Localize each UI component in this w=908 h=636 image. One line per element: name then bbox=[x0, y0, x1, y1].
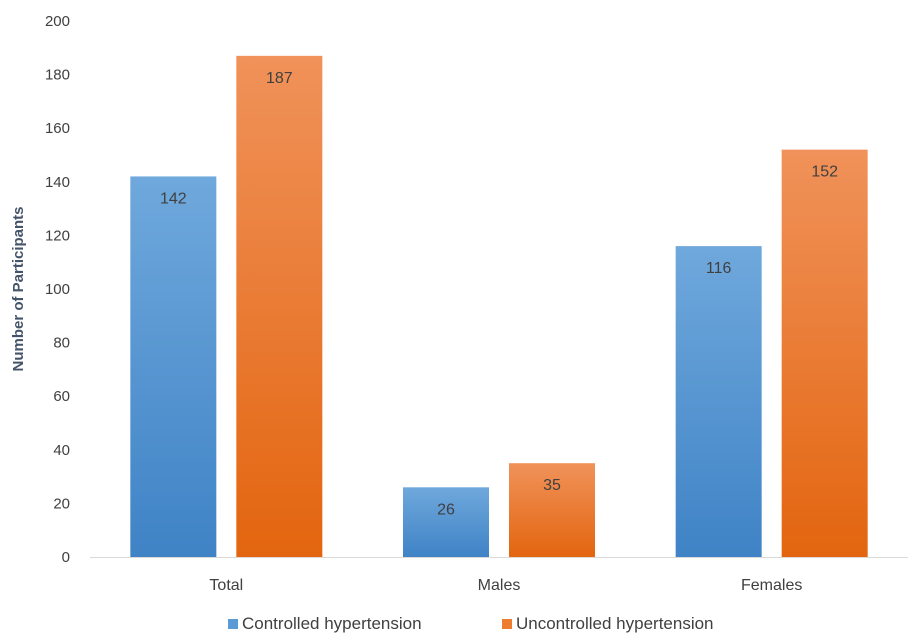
data-label-males-series-0: 26 bbox=[437, 501, 455, 518]
bar-females-series-1 bbox=[781, 149, 868, 557]
bar-males-series-0 bbox=[403, 487, 489, 557]
y-tick-label: 180 bbox=[45, 67, 70, 84]
y-tick-label: 100 bbox=[45, 281, 70, 298]
y-axis-title: Number of Participants bbox=[10, 206, 27, 371]
x-category-label: Total bbox=[209, 577, 243, 594]
legend-swatch-series-1 bbox=[502, 619, 512, 629]
y-tick-label: 120 bbox=[45, 227, 70, 244]
bar-females-series-0 bbox=[675, 246, 762, 557]
y-tick-label: 160 bbox=[45, 120, 70, 137]
bar-total-series-1 bbox=[236, 55, 323, 558]
bars bbox=[130, 55, 868, 558]
y-tick-label: 200 bbox=[45, 13, 70, 30]
x-category-label: Females bbox=[741, 577, 802, 594]
bar-males-series-1 bbox=[509, 463, 595, 557]
y-tick-label: 60 bbox=[53, 388, 70, 405]
data-label-males-series-1: 35 bbox=[543, 477, 561, 494]
y-tick-label: 40 bbox=[53, 442, 70, 459]
x-axis-category-labels: Total Males Females bbox=[209, 577, 802, 594]
legend-swatch-series-0 bbox=[228, 619, 238, 629]
bar-total-series-0 bbox=[130, 176, 217, 557]
y-tick-label: 20 bbox=[53, 495, 70, 512]
data-labels: 142 187 26 35 116 152 bbox=[160, 70, 838, 518]
data-label-total-series-0: 142 bbox=[160, 190, 187, 207]
y-tick-label: 80 bbox=[53, 335, 70, 352]
data-label-females-series-1: 152 bbox=[811, 164, 838, 181]
y-tick-label: 140 bbox=[45, 174, 70, 191]
data-label-total-series-1: 187 bbox=[266, 70, 293, 87]
y-tick-label: 0 bbox=[62, 549, 70, 566]
legend-label-series-1: Uncontrolled hypertension bbox=[516, 614, 714, 633]
data-label-females-series-0: 116 bbox=[706, 260, 732, 277]
legend: Controlled hypertension Uncontrolled hype… bbox=[228, 614, 714, 633]
y-axis-tick-labels: 0 20 40 60 80 100 120 140 160 180 200 bbox=[45, 13, 70, 566]
x-category-label: Males bbox=[478, 577, 521, 594]
legend-label-series-0: Controlled hypertension bbox=[242, 614, 422, 633]
